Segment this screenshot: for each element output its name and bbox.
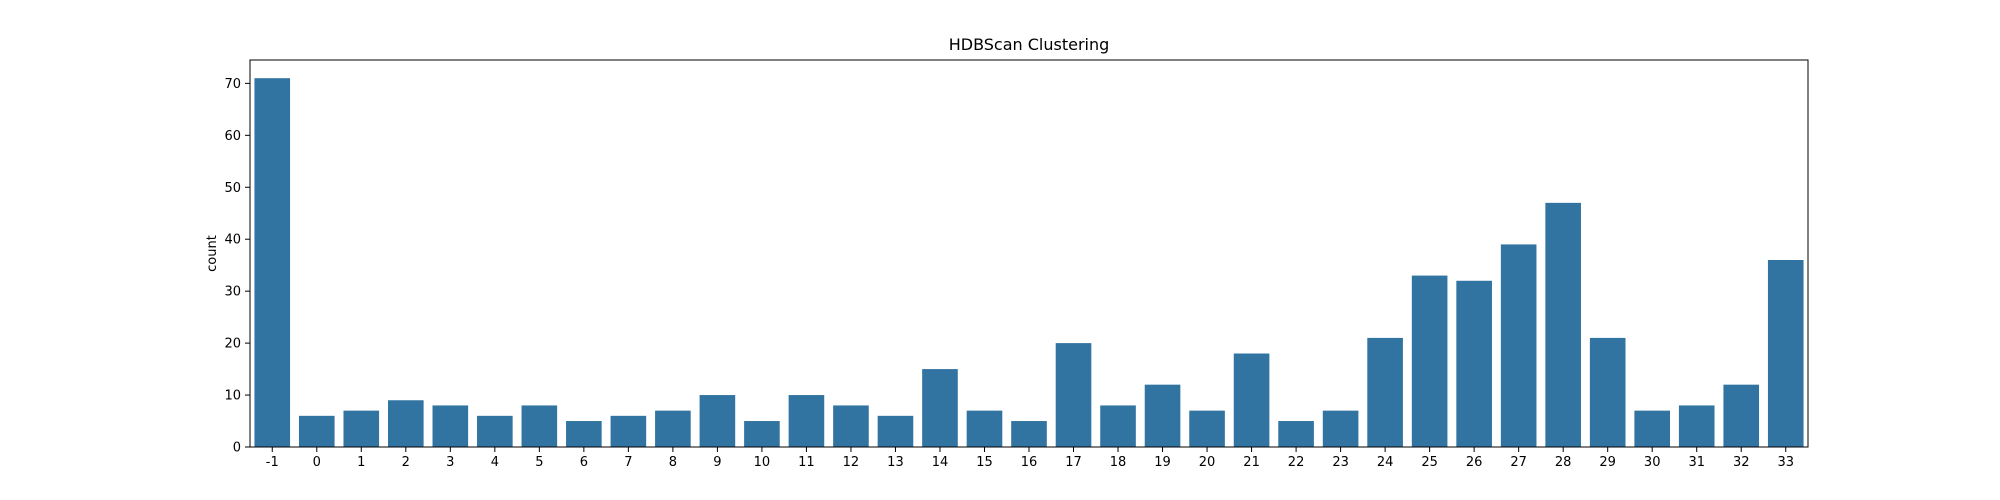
x-tick-label: 23: [1332, 455, 1349, 470]
x-tick-label: 32: [1733, 455, 1750, 470]
bar-5: [521, 405, 558, 447]
bar-3: [432, 405, 469, 447]
bar-19: [1144, 384, 1181, 447]
bar-7: [610, 415, 647, 447]
x-tick-label: 20: [1199, 455, 1216, 470]
x-tick-label: 8: [669, 455, 677, 470]
bar-33: [1767, 259, 1804, 447]
bar-29: [1589, 337, 1626, 447]
x-tick-label: 21: [1243, 455, 1260, 470]
x-tick-label: 3: [446, 455, 454, 470]
y-tick-label: 30: [224, 285, 241, 300]
bar-2: [387, 400, 424, 447]
x-tick-label: 28: [1555, 455, 1572, 470]
bar-20: [1189, 410, 1225, 447]
x-tick-label: 6: [580, 455, 588, 470]
bar-26: [1456, 280, 1492, 447]
x-axis: -1 0 1 2 3 4 5 6 7 8 9 10 11 12 13 14 15 16 17 18 19 20 21 22 23…: [266, 447, 1794, 470]
y-tick-label: 60: [224, 129, 241, 144]
x-tick-label: 30: [1644, 455, 1661, 470]
bar-25: [1411, 275, 1448, 447]
y-axis: 0 10 20 30 40 50 60 70: [224, 77, 250, 456]
y-axis-label: count: [205, 235, 220, 272]
bar-1: [343, 410, 380, 447]
x-tick-label: 9: [713, 455, 721, 470]
x-tick-label: 24: [1377, 455, 1394, 470]
bar-17: [1055, 343, 1092, 447]
bar-15: [966, 410, 1003, 447]
y-tick-label: 0: [233, 441, 241, 456]
x-tick-label: 26: [1466, 455, 1483, 470]
y-tick-label: 50: [224, 181, 241, 196]
bar-10: [744, 421, 780, 447]
x-tick-label: 16: [1021, 455, 1038, 470]
bar-24: [1367, 337, 1403, 447]
bar-30: [1634, 410, 1671, 447]
x-tick-label: 22: [1288, 455, 1305, 470]
bar-18: [1100, 405, 1136, 447]
bar-28: [1545, 202, 1581, 447]
x-tick-label: 33: [1777, 455, 1794, 470]
x-tick-label: 4: [491, 455, 499, 470]
x-tick-label: 27: [1510, 455, 1527, 470]
bar-27: [1500, 244, 1537, 447]
x-tick-label: 0: [313, 455, 321, 470]
x-tick-label: 11: [798, 455, 815, 470]
x-tick-label: 19: [1154, 455, 1171, 470]
x-tick-label: 12: [843, 455, 860, 470]
bar-0: [298, 415, 335, 447]
x-tick-label: 14: [932, 455, 949, 470]
y-tick-label: 40: [224, 233, 241, 248]
x-tick-label: 13: [887, 455, 904, 470]
bar-6: [566, 421, 602, 447]
x-tick-label: 10: [754, 455, 771, 470]
x-tick-label: 31: [1688, 455, 1705, 470]
x-tick-label: 2: [402, 455, 410, 470]
x-tick-label: 1: [357, 455, 365, 470]
bar-31: [1678, 405, 1715, 447]
bar-9: [699, 395, 736, 447]
x-tick-label: 29: [1599, 455, 1616, 470]
x-tick-label: 25: [1421, 455, 1438, 470]
bar-23: [1322, 410, 1359, 447]
plot-frame: [249, 59, 1809, 448]
x-tick-label: 5: [535, 455, 543, 470]
x-tick-label: 17: [1065, 455, 1082, 470]
y-tick-label: 20: [224, 337, 241, 352]
bar-11: [788, 395, 825, 447]
bar-8: [655, 410, 691, 447]
bars-group: [254, 78, 1804, 447]
x-tick-label: 18: [1110, 455, 1127, 470]
bar-14: [922, 369, 958, 447]
y-tick-label: 10: [224, 389, 241, 404]
chart-title: HDBScan Clustering: [949, 35, 1110, 54]
bar-4: [477, 415, 513, 447]
x-tick-label: 15: [976, 455, 993, 470]
bar-16: [1011, 421, 1047, 447]
bar-21: [1233, 353, 1270, 447]
bar--1: [254, 78, 291, 447]
bar-12: [833, 405, 869, 447]
bar-13: [877, 415, 914, 447]
bar-22: [1278, 421, 1314, 447]
bar-32: [1723, 384, 1760, 447]
y-tick-label: 70: [224, 77, 241, 92]
x-tick-label: -1: [266, 455, 279, 470]
x-tick-label: 7: [624, 455, 632, 470]
